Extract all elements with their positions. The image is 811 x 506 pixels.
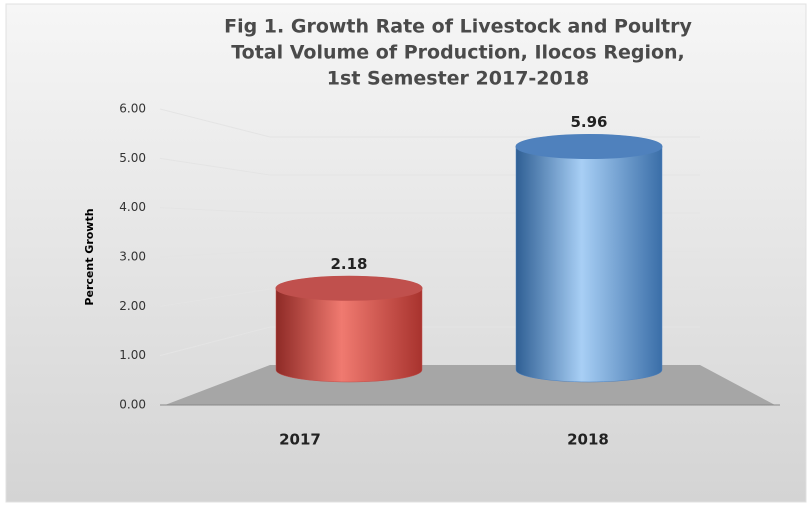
y-axis-label: Percent Growth (83, 208, 96, 305)
x-tick-label: 2018 (567, 431, 609, 449)
y-tick-label: 1.00 (119, 348, 146, 362)
y-tick-label: 3.00 (119, 250, 146, 264)
bar-top (275, 275, 423, 301)
value-label: 5.96 (570, 113, 607, 131)
bar-top (515, 134, 663, 159)
y-tick-label: 0.00 (119, 398, 146, 412)
floor (165, 365, 775, 405)
chart-title: Total Volume of Production, Ilocos Regio… (231, 42, 685, 64)
y-tick-label: 6.00 (119, 102, 146, 116)
y-tick-label: 5.00 (119, 151, 146, 165)
bar (515, 134, 663, 383)
chart-title: Fig 1. Growth Rate of Livestock and Poul… (224, 16, 692, 38)
x-tick-label: 2017 (279, 431, 321, 449)
y-tick-label: 4.00 (119, 200, 146, 214)
background (5, 3, 807, 503)
y-tick-label: 2.00 (119, 299, 146, 313)
value-label: 2.18 (330, 255, 367, 273)
chart-title: 1st Semester 2017-2018 (327, 68, 589, 90)
